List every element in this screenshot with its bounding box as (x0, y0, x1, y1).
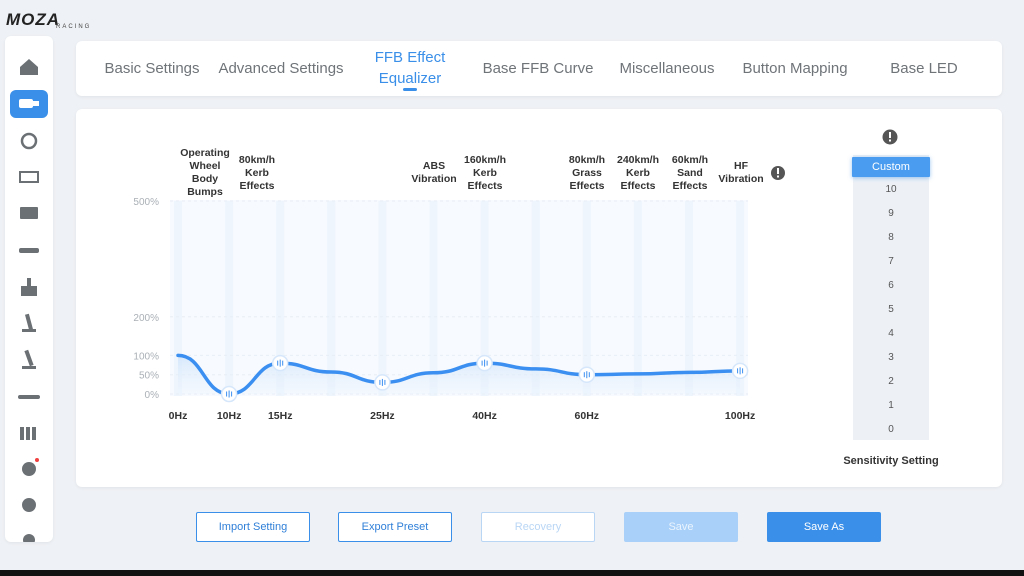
x-tick-label: 0Hz (169, 410, 188, 422)
cloud-icon[interactable] (22, 462, 36, 476)
effect-label: ABS Vibration (411, 160, 457, 185)
effect-label: Operating Wheel Body Bumps (180, 147, 230, 198)
grid-column (327, 201, 336, 396)
sensitivity-label: Sensitivity Setting (843, 455, 939, 467)
y-tick-label: 0% (145, 390, 160, 401)
sensitivity-level[interactable]: 4 (888, 328, 894, 339)
x-tick-label: 40Hz (472, 410, 497, 422)
wheel-icon[interactable] (20, 132, 38, 150)
y-tick-label: 200% (133, 313, 159, 324)
grid-column (582, 201, 591, 396)
info-icon[interactable] (882, 129, 898, 145)
logo-sub: RACING (56, 24, 92, 30)
grid-column (174, 201, 182, 396)
curve (176, 353, 742, 396)
home-icon[interactable] (20, 59, 38, 75)
logo-brand: MOZA (6, 10, 61, 29)
effect-label: 160km/h Kerb Effects (463, 153, 507, 192)
y-tick-label: 100% (133, 351, 159, 362)
sensitivity-level[interactable]: 10 (885, 184, 897, 195)
tab[interactable]: Basic Settings (104, 59, 200, 77)
bottom-strip (0, 570, 1024, 576)
grid-column (429, 201, 438, 396)
led-bar-icon[interactable] (19, 248, 39, 253)
library-icon[interactable] (20, 427, 24, 440)
sensitivity-level[interactable]: 1 (888, 400, 894, 411)
pedals-icon[interactable] (19, 171, 39, 183)
sensitivity-level[interactable]: 5 (888, 304, 894, 315)
effect-label: 80km/h Kerb Effects (238, 153, 276, 192)
helmet-icon[interactable] (22, 498, 36, 512)
y-tick-label: 50% (139, 371, 159, 382)
button: Save (624, 512, 738, 542)
info-icon[interactable] (771, 166, 785, 180)
sensitivity-selected[interactable]: Custom (852, 157, 930, 177)
effect-label: 60km/h Sand Effects (671, 153, 709, 192)
tab[interactable]: Base LED (890, 59, 958, 77)
sensitivity-level[interactable]: 3 (888, 352, 894, 363)
tab[interactable]: Miscellaneous (619, 59, 715, 77)
x-tick-label: 10Hz (217, 410, 242, 422)
grid-column (378, 201, 387, 396)
tab[interactable]: Button Mapping (742, 59, 848, 77)
dashboard-icon[interactable] (20, 207, 38, 219)
sensitivity-level[interactable]: 8 (888, 232, 894, 243)
sensitivity-level[interactable]: 6 (888, 280, 894, 291)
sensitivity-track (853, 155, 929, 440)
pedal-icon[interactable] (18, 395, 40, 399)
grid-column (685, 201, 693, 396)
x-tick-label: 100Hz (725, 410, 755, 422)
sensitivity-level[interactable]: 7 (888, 256, 894, 267)
sensitivity-level[interactable]: 2 (888, 376, 894, 387)
grid-column (480, 201, 489, 396)
plot-area (170, 200, 748, 396)
x-tick-label: 25Hz (370, 410, 395, 422)
sidebar (5, 36, 53, 546)
stick-icon[interactable] (24, 349, 34, 367)
effect-label: 80km/h Grass Effects (568, 153, 606, 192)
tab[interactable]: Advanced Settings (218, 59, 344, 77)
tab-bar (76, 41, 1002, 96)
sidebar-icons (10, 59, 48, 546)
tab[interactable]: FFB Effect Equalizer (374, 49, 446, 87)
button: Recovery (481, 512, 595, 542)
x-tick-label: 15Hz (268, 410, 293, 422)
button[interactable]: Export Preset (338, 512, 452, 542)
handbrake-icon[interactable] (21, 286, 37, 296)
sensitivity-level[interactable]: 9 (888, 208, 894, 219)
grid-column (633, 201, 642, 396)
sensitivity-level[interactable]: 0 (888, 424, 894, 435)
effect-label: HF Vibration (718, 160, 764, 185)
y-tick-label: 500% (133, 197, 159, 208)
button[interactable]: Save As (767, 512, 881, 542)
grid-column (736, 201, 745, 396)
button[interactable]: Import Setting (196, 512, 310, 542)
curve-area (178, 355, 741, 394)
x-tick-label: 60Hz (575, 410, 600, 422)
tab-indicator (403, 88, 417, 91)
grid-column (276, 201, 285, 396)
grid-column (531, 201, 540, 396)
effect-label: 240km/h Kerb Effects (616, 153, 660, 192)
tab[interactable]: Base FFB Curve (482, 59, 594, 77)
shifter-icon[interactable] (24, 313, 34, 331)
grid-column (225, 201, 234, 396)
